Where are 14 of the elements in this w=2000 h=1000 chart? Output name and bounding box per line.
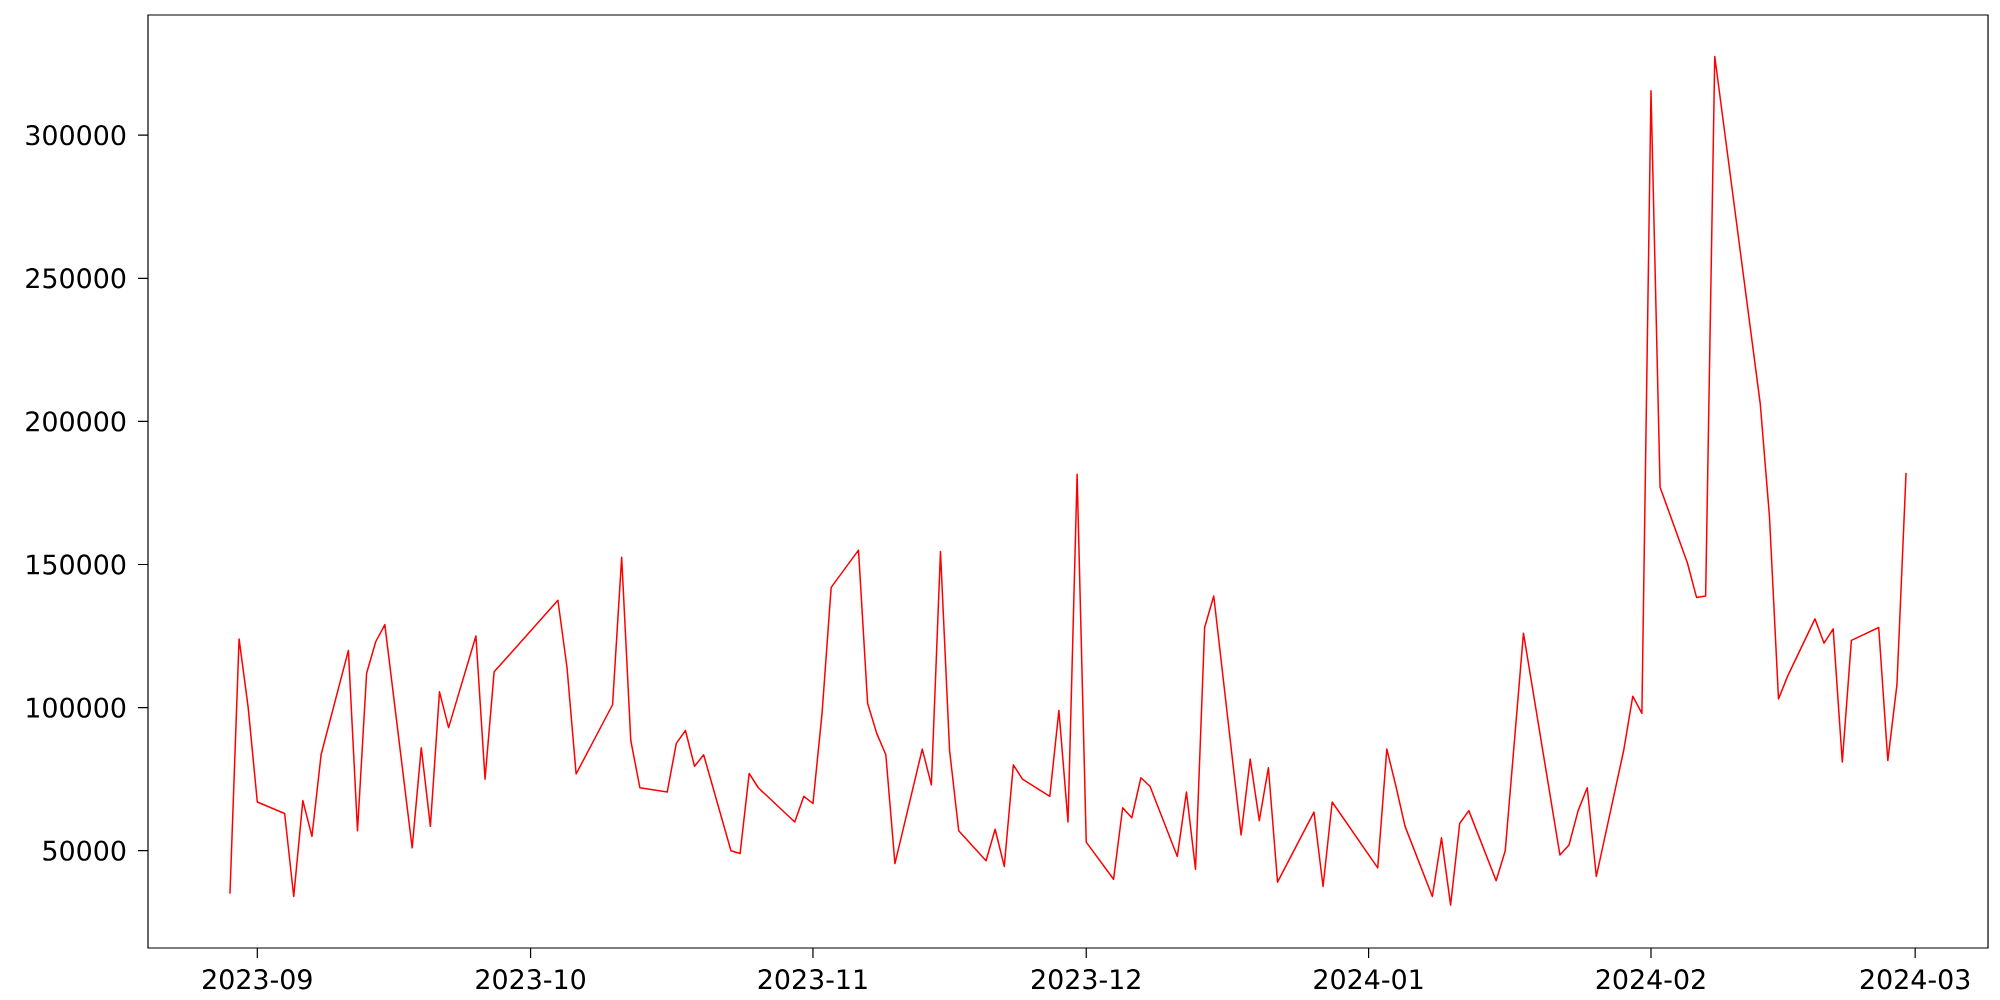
y-tick-label: 250000 xyxy=(26,268,126,289)
line-series xyxy=(229,55,1907,906)
x-tick-label: 2023-12 xyxy=(1032,969,1140,990)
y-tick-label: 300000 xyxy=(26,125,126,146)
y-tick-label: 100000 xyxy=(27,697,126,718)
x-tick-label: 2024-03 xyxy=(1860,969,1970,990)
x-tick-label: 2023-10 xyxy=(476,969,585,990)
x-tick-label: 2024-01 xyxy=(1314,969,1423,990)
x-tick-label: 2024-02 xyxy=(1596,969,1705,990)
y-tick-label: 200000 xyxy=(26,411,126,432)
y-tick-label: 150000 xyxy=(27,554,126,575)
x-tick-label: 2023-11 xyxy=(758,969,867,990)
x-tick-label: 2023-09 xyxy=(203,969,312,990)
y-tick-label: 50000 xyxy=(43,840,126,861)
